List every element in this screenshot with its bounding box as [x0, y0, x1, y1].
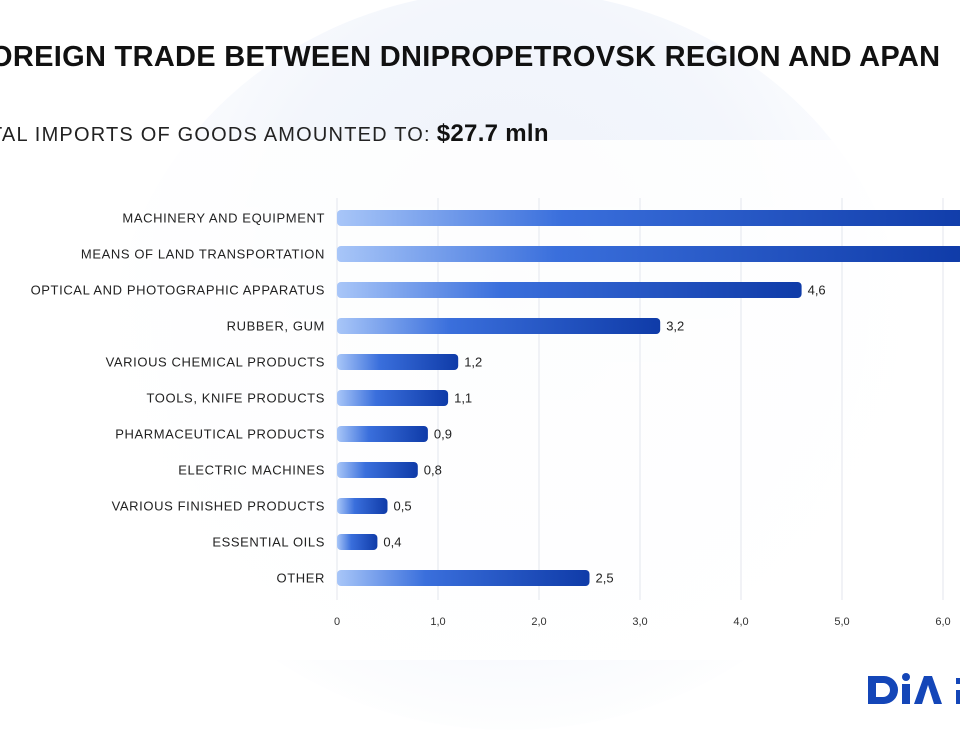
page-subtitle: TAL IMPORTS OF GOODS AMOUNTED TO: $27.7 m… [0, 120, 549, 148]
page-title: OREIGN TRADE BETWEEN DNIPROPETROVSK REGI… [0, 41, 941, 73]
x-tick-label: 3,0 [632, 616, 647, 628]
category-labels: MACHINERY AND EQUIPMENT MEANS OF LAND TRA… [31, 211, 325, 586]
subtitle-prefix: TAL IMPORTS OF GOODS AMOUNTED TO: [0, 124, 431, 146]
logo-d-bowl [876, 676, 898, 704]
bar [337, 534, 378, 550]
logo-a [914, 676, 942, 704]
logo-mark-bottom [956, 690, 960, 704]
bars [337, 210, 960, 586]
bar [337, 282, 802, 298]
value-label: 1,1 [454, 391, 472, 406]
x-tick-label: 6,0 [935, 616, 950, 628]
x-tick-label: 0 [334, 616, 340, 628]
logo-i-dot [902, 673, 910, 681]
dia-logo [868, 673, 960, 704]
bar [337, 246, 960, 262]
bar [337, 390, 449, 406]
bar [337, 318, 661, 334]
logo-i-stem [902, 684, 910, 704]
bar [337, 462, 418, 478]
x-tick-label: 2,0 [531, 616, 546, 628]
category-label: MEANS OF LAND TRANSPORTATION [81, 247, 325, 262]
value-labels: 4,6 3,2 1,2 1,1 0,9 0,8 0,5 0,4 2,5 [383, 283, 825, 586]
category-label: ELECTRIC MACHINES [178, 463, 325, 478]
logo-d-stem [868, 676, 876, 704]
bar [337, 354, 459, 370]
value-label: 0,9 [434, 427, 452, 442]
category-label: VARIOUS FINISHED PRODUCTS [112, 499, 325, 514]
category-label: RUBBER, GUM [227, 319, 325, 334]
x-tick-label: 5,0 [834, 616, 849, 628]
bar [337, 498, 388, 514]
value-label: 1,2 [464, 355, 482, 370]
value-label: 4,6 [808, 283, 826, 298]
bar [337, 210, 960, 226]
value-label: 0,4 [383, 535, 401, 550]
x-axis-ticks: 0 1,0 2,0 3,0 4,0 5,0 6,0 [334, 616, 951, 628]
x-tick-label: 4,0 [733, 616, 748, 628]
bar [337, 426, 428, 442]
category-label: ESSENTIAL OILS [212, 535, 325, 550]
grid-lines [336, 198, 944, 600]
category-label: PHARMACEUTICAL PRODUCTS [115, 427, 325, 442]
category-label: MACHINERY AND EQUIPMENT [122, 211, 325, 226]
bar [337, 570, 590, 586]
category-label: OTHER [277, 571, 326, 586]
category-label: VARIOUS CHEMICAL PRODUCTS [106, 355, 325, 370]
value-label: 3,2 [666, 319, 684, 334]
category-label: TOOLS, KNIFE PRODUCTS [147, 391, 326, 406]
value-label: 0,8 [424, 463, 442, 478]
value-label: 2,5 [596, 571, 614, 586]
category-label: OPTICAL AND PHOTOGRAPHIC APPARATUS [31, 283, 325, 298]
value-label: 0,5 [394, 499, 412, 514]
total-amount: $27.7 mln [436, 120, 549, 147]
x-tick-label: 1,0 [430, 616, 445, 628]
logo-mark-top [956, 678, 960, 684]
